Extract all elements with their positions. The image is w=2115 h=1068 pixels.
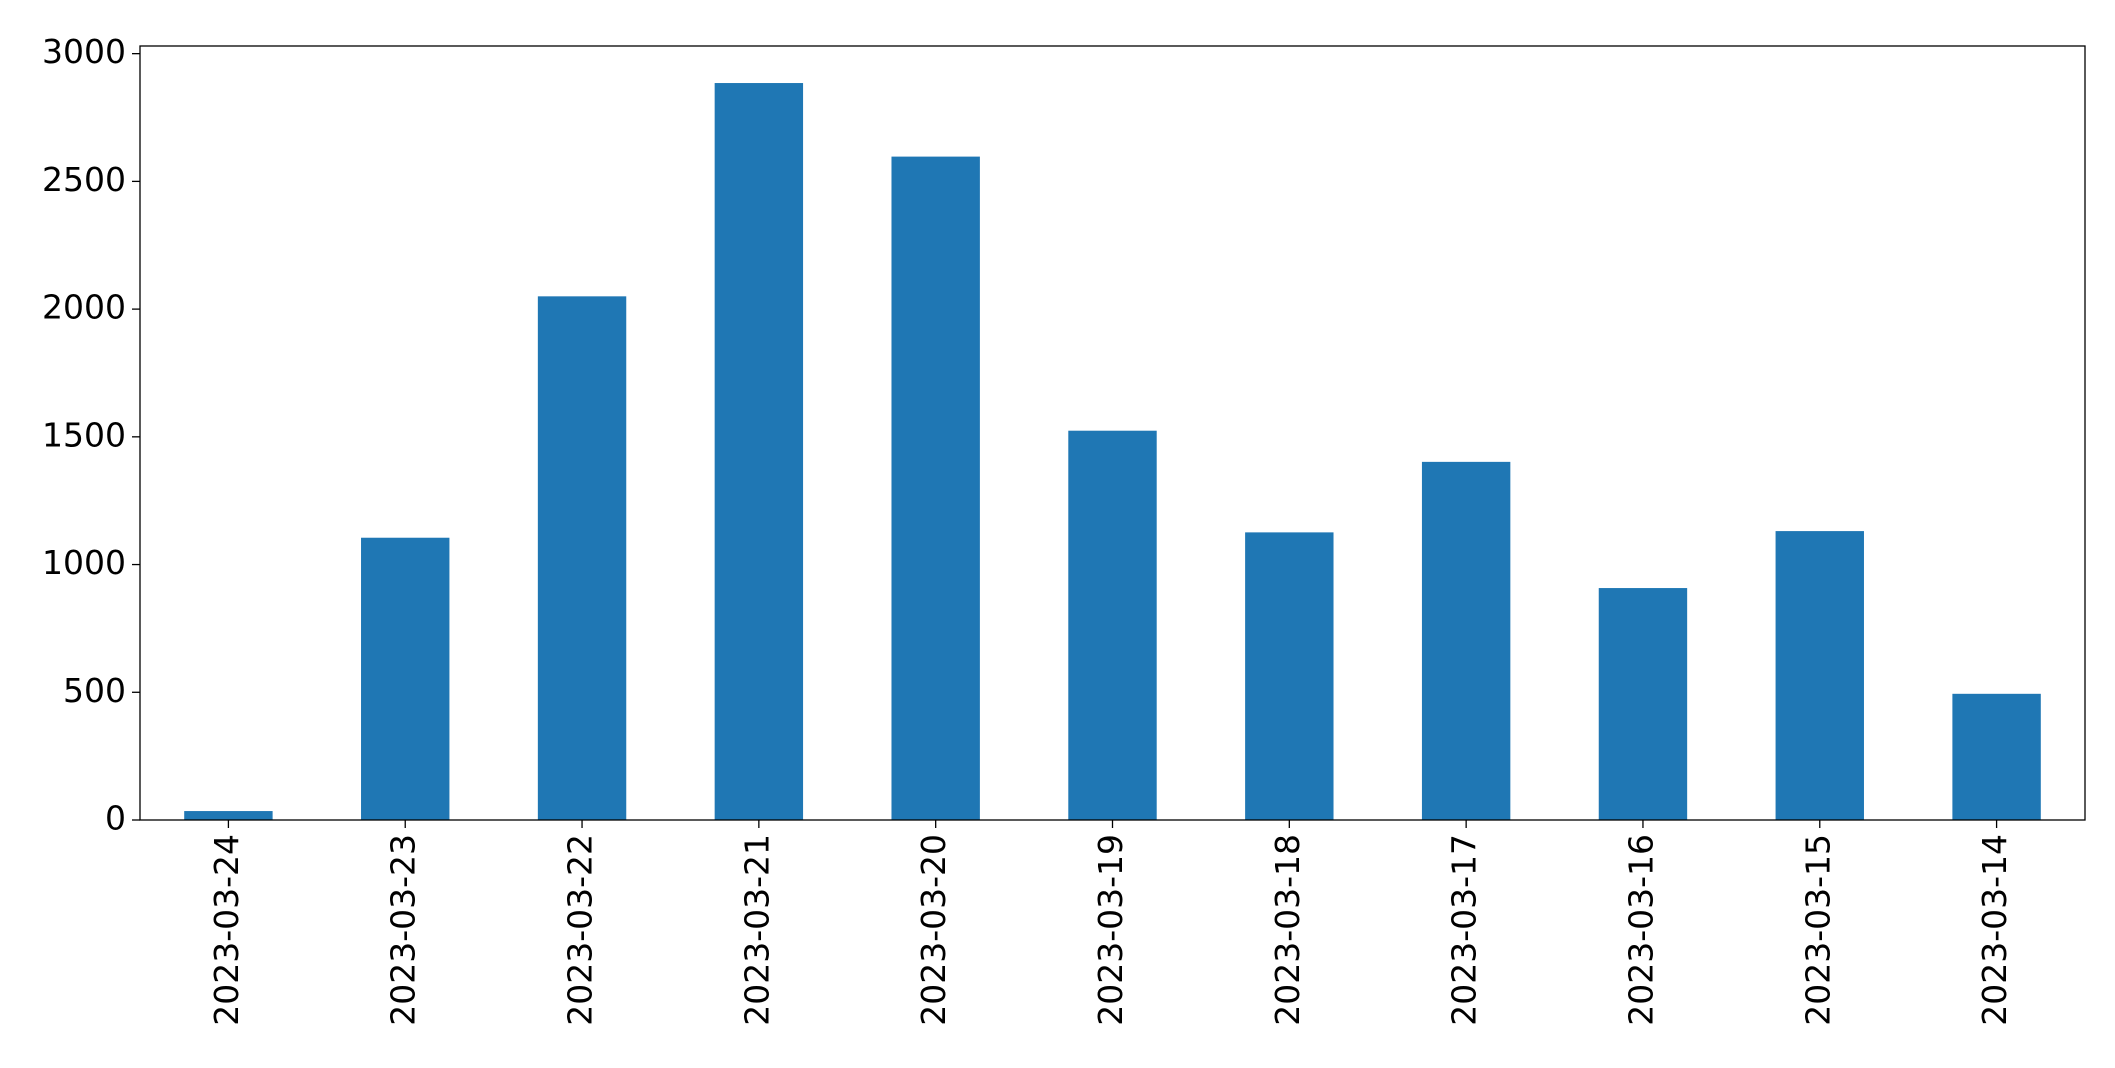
bar — [1775, 531, 1864, 820]
y-tick-label: 3000 — [42, 32, 126, 71]
x-tick-label: 2023-03-24 — [207, 834, 246, 1026]
x-tick-label: 2023-03-15 — [1798, 834, 1837, 1026]
y-tick-label: 2000 — [42, 288, 126, 327]
x-tick-label: 2023-03-21 — [737, 834, 776, 1026]
x-tick-label: 2023-03-17 — [1445, 834, 1484, 1026]
x-tick-label: 2023-03-22 — [561, 834, 600, 1026]
plot-frame — [139, 45, 2086, 821]
bar — [184, 811, 273, 820]
bar — [1421, 461, 1511, 820]
y-tick-label: 2500 — [42, 160, 126, 199]
x-tick-label: 2023-03-19 — [1091, 834, 1130, 1026]
bar — [891, 156, 980, 821]
bar — [714, 83, 804, 820]
bar — [1068, 430, 1157, 820]
x-tick-label: 2023-03-16 — [1621, 834, 1660, 1026]
y-tick-label: 500 — [63, 671, 126, 710]
x-tick-label: 2023-03-23 — [384, 834, 423, 1026]
y-tick-label: 1500 — [42, 415, 126, 454]
x-tick-label: 2023-03-14 — [1975, 834, 2014, 1026]
x-tick-label: 2023-03-20 — [914, 834, 953, 1026]
x-tick-label: 2023-03-18 — [1268, 834, 1307, 1026]
bar — [1952, 693, 2041, 820]
bar — [1245, 532, 1334, 820]
y-tick-label: 0 — [105, 799, 126, 838]
y-tick-label: 1000 — [42, 543, 126, 582]
bar — [361, 537, 450, 820]
bar — [1598, 588, 1688, 820]
bar — [537, 296, 627, 820]
